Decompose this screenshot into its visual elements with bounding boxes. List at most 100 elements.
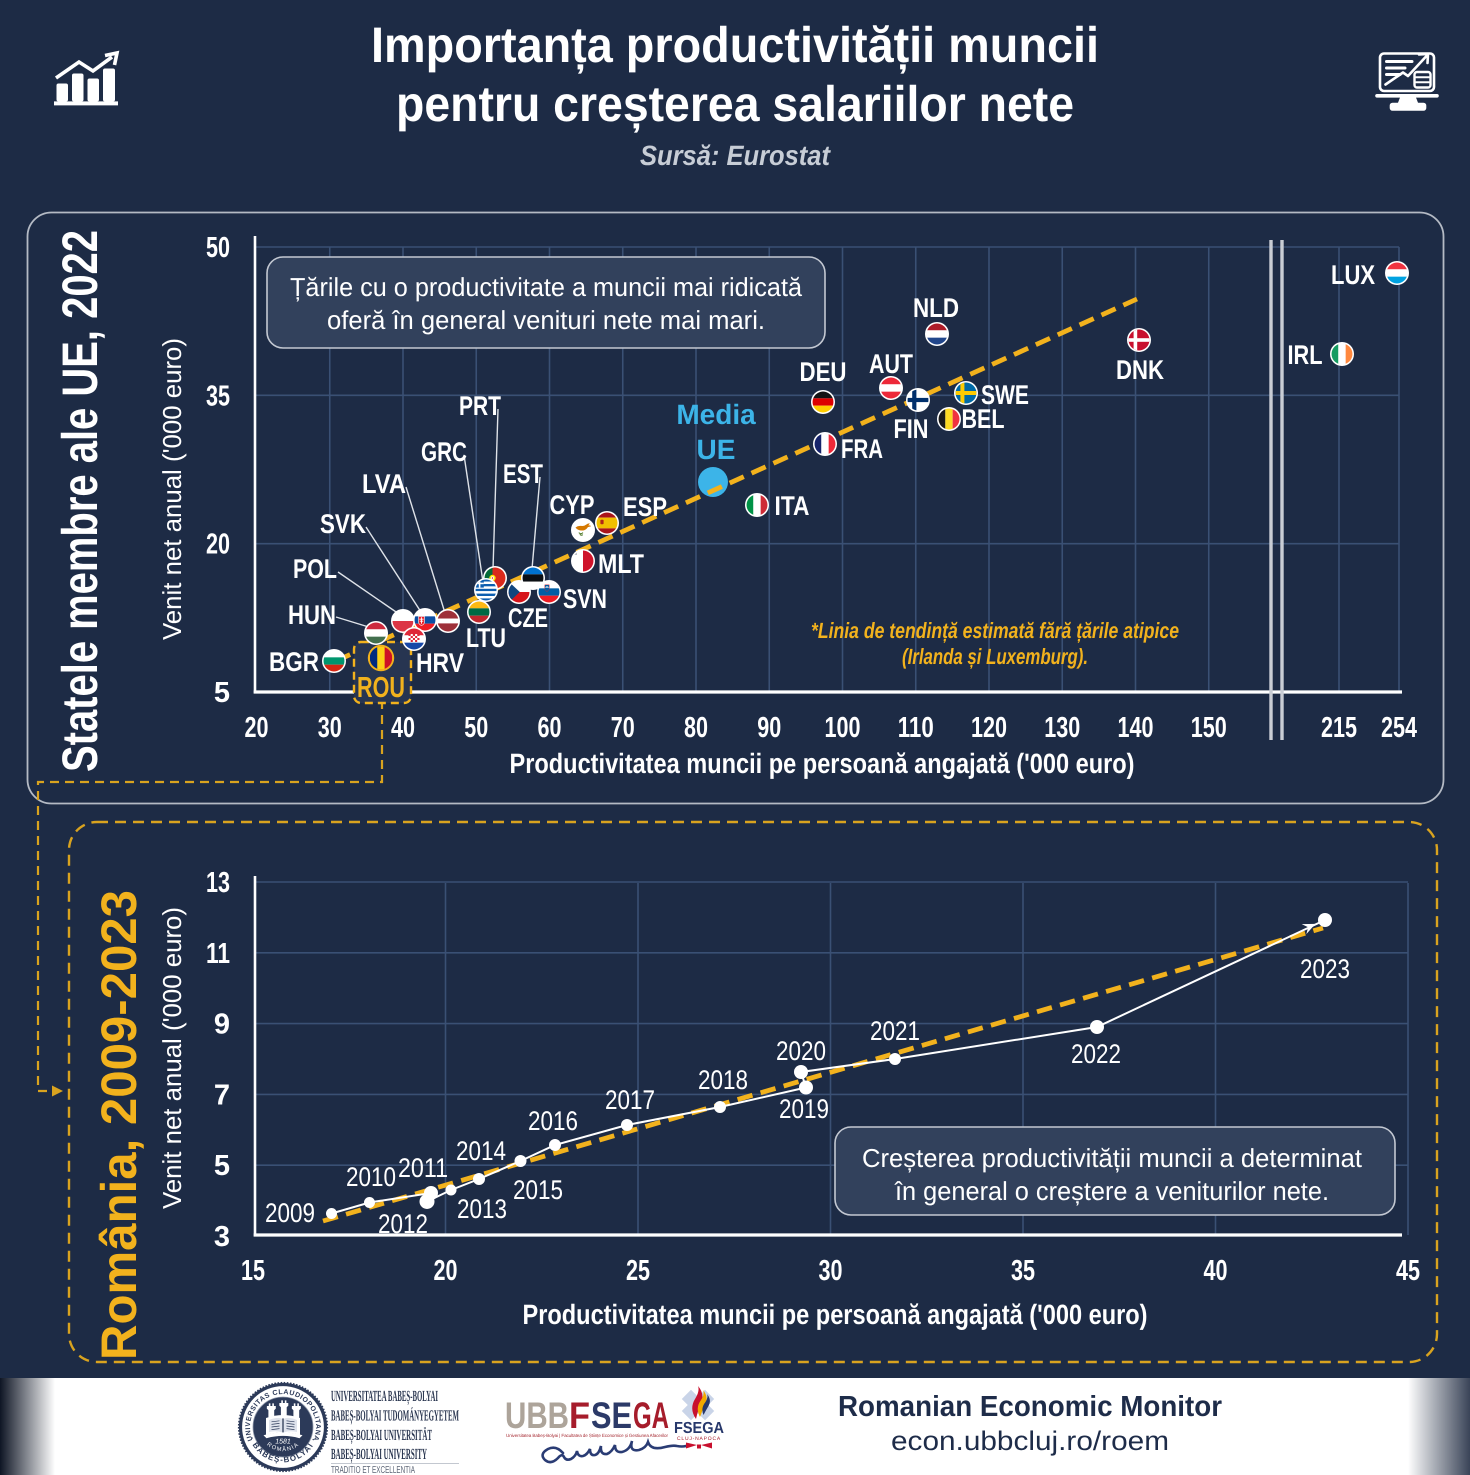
svg-text:2021: 2021 bbox=[870, 1016, 920, 1046]
svg-text:HRV: HRV bbox=[416, 648, 464, 678]
svg-text:econ.ubbcluj.ro/roem: econ.ubbcluj.ro/roem bbox=[891, 1426, 1169, 1456]
svg-text:TRADITIO ET EXCELLENTIA: TRADITIO ET EXCELLENTIA bbox=[331, 1465, 415, 1475]
svg-text:IRL: IRL bbox=[1288, 340, 1323, 370]
svg-text:MLT: MLT bbox=[598, 549, 644, 579]
svg-text:EST: EST bbox=[503, 459, 543, 489]
svg-text:45: 45 bbox=[1396, 1255, 1420, 1287]
svg-text:ROMÂNIA: ROMÂNIA bbox=[265, 1442, 300, 1454]
svg-text:1581: 1581 bbox=[275, 1439, 291, 1446]
svg-text:Productivitatea muncii pe pers: Productivitatea muncii pe persoană angaj… bbox=[510, 748, 1135, 779]
svg-text:UBB: UBB bbox=[505, 1395, 569, 1436]
svg-text:FSEGA: FSEGA bbox=[674, 1420, 724, 1437]
svg-text:100: 100 bbox=[825, 712, 861, 744]
svg-text:70: 70 bbox=[611, 712, 635, 744]
svg-text:ITA: ITA bbox=[775, 491, 810, 521]
svg-text:120: 120 bbox=[971, 712, 1007, 744]
svg-text:2009: 2009 bbox=[265, 1198, 315, 1228]
svg-text:România, 2009-2023: România, 2009-2023 bbox=[91, 890, 147, 1360]
svg-text:2017: 2017 bbox=[605, 1085, 655, 1115]
svg-text:GRC: GRC bbox=[421, 437, 467, 467]
svg-text:FRA: FRA bbox=[841, 434, 883, 464]
svg-text:30: 30 bbox=[819, 1255, 843, 1287]
svg-text:DNK: DNK bbox=[1116, 355, 1164, 385]
svg-text:SVN: SVN bbox=[563, 584, 607, 614]
svg-text:80: 80 bbox=[684, 712, 708, 744]
svg-text:Venit net anual ('000 euro): Venit net anual ('000 euro) bbox=[157, 338, 187, 640]
svg-text:20: 20 bbox=[206, 529, 230, 561]
svg-text:2015: 2015 bbox=[513, 1175, 563, 1205]
svg-text:SE: SE bbox=[591, 1395, 632, 1436]
svg-text:50: 50 bbox=[464, 712, 488, 744]
svg-text:2020: 2020 bbox=[776, 1036, 826, 1066]
svg-text:5: 5 bbox=[214, 677, 230, 709]
svg-text:DEU: DEU bbox=[800, 357, 847, 387]
svg-text:30: 30 bbox=[318, 712, 342, 744]
svg-text:GA: GA bbox=[633, 1395, 669, 1436]
svg-text:5: 5 bbox=[214, 1150, 230, 1182]
svg-text:CZE: CZE bbox=[508, 603, 548, 633]
svg-text:7: 7 bbox=[214, 1079, 230, 1111]
svg-text:50: 50 bbox=[206, 232, 230, 264]
svg-text:40: 40 bbox=[391, 712, 415, 744]
svg-text:35: 35 bbox=[1011, 1255, 1035, 1287]
svg-text:BABEȘ-BOLYAI TUDOMÁNYEGYETEM: BABEȘ-BOLYAI TUDOMÁNYEGYETEM bbox=[331, 1407, 459, 1425]
svg-text:UNIVERSITATEA BABEȘ-BOLYAI: UNIVERSITATEA BABEȘ-BOLYAI bbox=[331, 1388, 438, 1405]
svg-text:9: 9 bbox=[214, 1009, 230, 1041]
svg-text:150: 150 bbox=[1191, 712, 1227, 744]
svg-text:20: 20 bbox=[245, 712, 269, 744]
svg-text:*Linia de tendință estimată fă: *Linia de tendință estimată fără țările … bbox=[811, 618, 1179, 643]
svg-text:HUN: HUN bbox=[288, 600, 336, 630]
svg-text:140: 140 bbox=[1118, 712, 1154, 744]
svg-text:3: 3 bbox=[214, 1221, 230, 1253]
svg-text:ESP: ESP bbox=[623, 492, 667, 522]
svg-text:LUX: LUX bbox=[1331, 260, 1375, 290]
svg-text:PRT: PRT bbox=[459, 391, 501, 421]
svg-text:254: 254 bbox=[1381, 712, 1417, 744]
svg-text:40: 40 bbox=[1204, 1255, 1228, 1287]
svg-text:F: F bbox=[569, 1395, 590, 1436]
svg-text:25: 25 bbox=[626, 1255, 650, 1287]
svg-text:în general o creștere a venitu: în general o creștere a veniturilor nete… bbox=[894, 1176, 1329, 1206]
svg-text:2019: 2019 bbox=[779, 1094, 829, 1124]
svg-text:2010: 2010 bbox=[346, 1162, 396, 1192]
svg-text:oferă în general venituri nete: oferă în general venituri nete mai mari. bbox=[327, 305, 765, 335]
svg-text:LVA: LVA bbox=[362, 469, 406, 499]
svg-text:POL: POL bbox=[293, 554, 337, 584]
svg-text:BEL: BEL bbox=[962, 404, 1005, 434]
svg-text:SVK: SVK bbox=[320, 509, 366, 539]
svg-text:110: 110 bbox=[898, 712, 934, 744]
svg-text:35: 35 bbox=[206, 380, 230, 412]
svg-text:2011: 2011 bbox=[398, 1153, 448, 1183]
svg-text:FIN: FIN bbox=[894, 414, 929, 444]
svg-text:LTU: LTU bbox=[466, 623, 506, 653]
svg-text:130: 130 bbox=[1044, 712, 1080, 744]
svg-text:Romanian Economic Monitor: Romanian Economic Monitor bbox=[838, 1391, 1222, 1423]
svg-text:2018: 2018 bbox=[698, 1065, 748, 1095]
svg-text:2014: 2014 bbox=[456, 1136, 506, 1166]
svg-text:Sursă: Eurostat: Sursă: Eurostat bbox=[640, 140, 832, 171]
svg-text:Venit net anual ('000 euro): Venit net anual ('000 euro) bbox=[157, 907, 187, 1209]
svg-text:ROU: ROU bbox=[357, 672, 405, 704]
svg-text:2013: 2013 bbox=[457, 1194, 507, 1224]
svg-text:Importanța productivității mun: Importanța productivității muncii bbox=[371, 17, 1099, 74]
svg-text:Productivitatea muncii pe pers: Productivitatea muncii pe persoană angaj… bbox=[523, 1299, 1148, 1330]
svg-text:pentru creșterea salariilor ne: pentru creșterea salariilor nete bbox=[396, 76, 1074, 133]
svg-text:CLUJ-NAPOCA: CLUJ-NAPOCA bbox=[677, 1436, 721, 1442]
svg-text:BGR: BGR bbox=[269, 647, 319, 677]
svg-text:2022: 2022 bbox=[1071, 1039, 1121, 1069]
svg-text:90: 90 bbox=[757, 712, 781, 744]
svg-text:BABEȘ-BOLYAI UNIVERSITY: BABEȘ-BOLYAI UNIVERSITY bbox=[331, 1446, 427, 1463]
svg-text:Universitatea Babeș-Bolyai | F: Universitatea Babeș-Bolyai | Facultatea … bbox=[506, 1433, 668, 1438]
svg-text:NLD: NLD bbox=[913, 293, 959, 323]
svg-text:2012: 2012 bbox=[378, 1209, 428, 1239]
svg-text:13: 13 bbox=[206, 867, 230, 899]
svg-text:60: 60 bbox=[538, 712, 562, 744]
svg-text:BABEȘ-BOLYAI UNIVERSITÄT: BABEȘ-BOLYAI UNIVERSITÄT bbox=[331, 1427, 432, 1444]
svg-text:15: 15 bbox=[241, 1255, 265, 1287]
svg-text:Media: Media bbox=[676, 399, 756, 430]
svg-text:UE: UE bbox=[697, 434, 736, 465]
svg-text:(Irlanda și Luxemburg).: (Irlanda și Luxemburg). bbox=[902, 644, 1088, 669]
svg-text:2023: 2023 bbox=[1300, 954, 1350, 984]
svg-text:Creșterea productivității munc: Creșterea productivității muncii a deter… bbox=[862, 1143, 1363, 1173]
svg-text:Statele membre ale UE, 2022: Statele membre ale UE, 2022 bbox=[52, 230, 108, 772]
